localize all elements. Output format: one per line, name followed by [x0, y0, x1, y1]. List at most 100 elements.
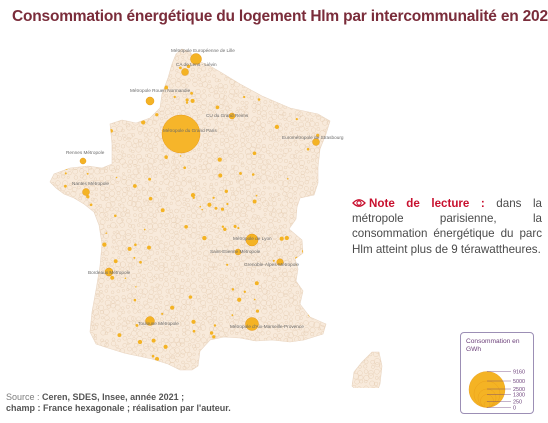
commune-dot — [122, 133, 126, 138]
commune-dot — [202, 304, 206, 309]
label-saint-etienne: Saint-Etienne Métropole — [210, 249, 261, 254]
commune-dot — [313, 304, 320, 311]
commune-dot — [198, 315, 204, 321]
commune-dot — [273, 83, 277, 87]
commune-dot — [99, 176, 105, 182]
commune-dot — [245, 138, 250, 142]
commune-dot — [213, 265, 218, 271]
commune-dot — [116, 149, 120, 153]
commune-dot — [293, 268, 297, 271]
commune-dot — [154, 239, 160, 245]
commune-dot — [67, 294, 71, 298]
commune-dot — [84, 309, 89, 314]
commune-dot — [283, 315, 289, 320]
small-bubble — [93, 255, 97, 259]
commune-dot — [125, 209, 131, 214]
commune-dot — [56, 138, 63, 145]
commune-dot — [50, 330, 57, 337]
commune-dot — [213, 355, 216, 359]
commune-dot — [136, 179, 141, 184]
commune-dot — [245, 332, 250, 338]
commune-dot — [78, 123, 82, 127]
commune-dot — [218, 190, 224, 195]
legend-label-9160: 9160 — [513, 370, 525, 376]
commune-dot — [164, 56, 168, 61]
commune-dot — [228, 240, 233, 245]
commune-dot — [67, 349, 71, 353]
commune-dot — [61, 131, 66, 137]
commune-dot — [98, 204, 103, 208]
commune-dot — [149, 306, 153, 310]
commune-dot — [52, 63, 57, 68]
commune-dot — [293, 157, 300, 164]
commune-dot — [109, 207, 114, 212]
commune-dot — [67, 120, 72, 125]
commune-dot — [231, 98, 235, 103]
commune-dot — [164, 228, 169, 233]
commune-dot — [64, 61, 67, 65]
small-bubble — [284, 235, 289, 241]
commune-dot — [198, 277, 204, 283]
bubble-grenoble — [276, 258, 284, 266]
commune-dot — [234, 202, 239, 207]
commune-dot — [326, 305, 330, 312]
commune-dot — [320, 49, 327, 50]
commune-dot — [121, 56, 127, 62]
commune-dot — [50, 305, 55, 310]
commune-dot — [274, 263, 278, 266]
commune-dot — [50, 148, 51, 152]
commune-dot — [288, 90, 292, 95]
small-bubble — [246, 80, 249, 83]
commune-dot — [184, 362, 190, 369]
commune-dot — [235, 285, 239, 289]
commune-dot — [66, 322, 71, 327]
commune-dot — [217, 234, 223, 239]
commune-dot — [81, 337, 89, 344]
city-bubbles — [79, 53, 320, 331]
commune-dot — [261, 191, 266, 196]
small-bubble — [188, 295, 193, 299]
commune-dot — [58, 100, 62, 104]
commune-dot — [308, 61, 315, 68]
commune-dot — [219, 363, 224, 368]
commune-dot — [58, 63, 62, 66]
commune-dot — [195, 336, 201, 342]
commune-dot — [277, 49, 284, 52]
commune-dot — [165, 294, 169, 298]
commune-dot — [132, 308, 138, 314]
commune-dot — [50, 347, 52, 354]
commune-dot — [300, 99, 306, 105]
commune-dot — [172, 265, 180, 272]
commune-dot — [169, 348, 176, 355]
commune-dot — [67, 272, 73, 278]
small-bubble — [124, 277, 127, 280]
commune-dot — [185, 84, 189, 88]
commune-dot — [306, 229, 312, 235]
commune-dot — [300, 311, 305, 316]
commune-dot — [109, 357, 115, 363]
commune-dot — [352, 352, 357, 358]
small-bubble — [80, 362, 82, 365]
commune-dot — [305, 266, 309, 270]
commune-dot — [105, 63, 109, 67]
commune-dot — [278, 359, 282, 363]
commune-dot — [278, 169, 284, 176]
commune-dot — [147, 293, 154, 300]
commune-dot — [83, 239, 89, 245]
commune-dot — [220, 278, 224, 282]
commune-dot — [224, 77, 228, 81]
commune-dot — [72, 197, 77, 203]
commune-dot — [52, 320, 57, 325]
commune-dot — [283, 289, 289, 295]
commune-dot — [267, 186, 271, 190]
commune-dot — [72, 67, 77, 72]
commune-dot — [281, 200, 288, 207]
commune-dot — [135, 244, 141, 250]
commune-dot — [283, 49, 289, 50]
commune-dot — [98, 92, 105, 99]
commune-dot — [202, 255, 209, 261]
commune-dot — [197, 109, 203, 116]
commune-dot — [184, 229, 190, 234]
commune-dot — [173, 158, 180, 166]
small-bubble — [322, 222, 325, 225]
